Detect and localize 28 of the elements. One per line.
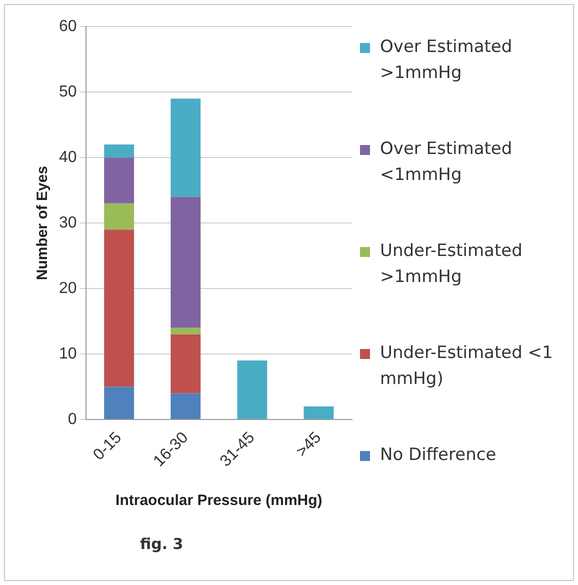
bar [170,196,201,328]
y-axis-title: Number of Eyes [34,166,52,280]
bar [104,230,134,387]
bar [170,393,201,419]
bar [170,328,201,334]
y-tick-label: 30 [59,214,77,232]
bar [104,386,134,419]
bar [170,98,201,197]
y-tick-label: 0 [68,410,77,428]
bar [104,203,134,230]
bar [104,158,134,204]
y-tick-label: 40 [59,148,77,166]
y-tick-label: 20 [59,280,77,297]
legend-label: Under-Estimated <1 mmHg) [380,342,554,391]
y-tick-label: 60 [59,18,77,36]
x-tick-label: >45 [293,429,325,460]
bar [237,360,268,419]
bar [304,406,334,419]
y-tick-label: 50 [59,83,77,100]
legend-label: No Difference [380,444,496,467]
y-tick-label: 10 [59,345,77,362]
legend-label: Over Estimated >1mmHg [380,36,514,85]
legend-label: Over Estimated <1mmHg [380,138,514,187]
legend-label: Under-Estimated >1mmHg [380,240,524,289]
bar [170,334,201,394]
caption: fig. 3 [140,535,184,553]
bar [104,144,134,158]
x-axis-title: Intraocular Pressure (mmHg) [116,492,322,510]
